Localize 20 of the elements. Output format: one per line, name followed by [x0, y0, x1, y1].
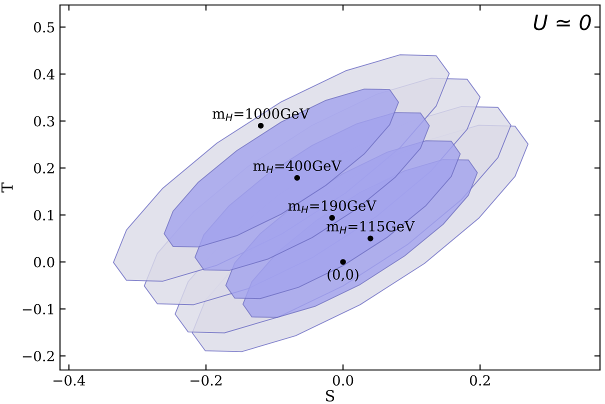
y-tick-label: 0.5: [34, 22, 54, 33]
y-tick-label: 0.1: [34, 210, 54, 220]
annotation: m$_{H}$=1000GeV: [212, 108, 310, 121]
y-tick-label: 0.0: [34, 256, 54, 268]
annotation: m$_{H}$=115GeV: [326, 220, 415, 234]
x-tick-label: 0.2: [470, 375, 490, 386]
x-axis-title: S: [326, 390, 334, 402]
y-tick-label: 0.2: [34, 162, 54, 174]
annotation: (0,0): [328, 268, 358, 282]
annotation: m$_{H}$=190GeV: [288, 200, 376, 213]
y-tick-label: −0.1: [22, 304, 54, 314]
x-tick-label: −0.4: [54, 375, 86, 386]
y-axis-title: T: [2, 182, 13, 192]
x-tick-label: 0.0: [332, 375, 354, 386]
y-tick-label: 0.4: [34, 69, 54, 80]
y-tick-label: −0.2: [22, 350, 54, 362]
x-tick-label: −0.2: [190, 375, 222, 386]
y-tick-label: 0.3: [34, 116, 54, 127]
annotation: U ≃ 0: [534, 14, 591, 30]
annotation: m$_{H}$=400GeV: [253, 160, 342, 173]
